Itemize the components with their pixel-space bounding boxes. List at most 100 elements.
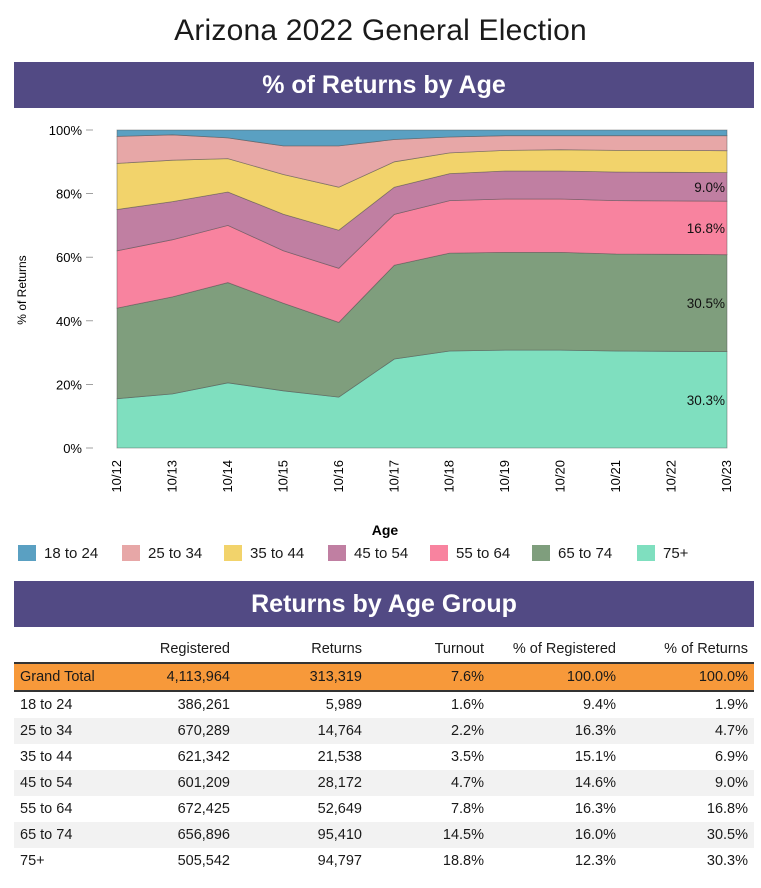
cell-returns: 14,764 [236, 718, 368, 744]
y-axis-ticks: 0% 20% 40% 60% 80% 100% [49, 123, 93, 456]
y-tick-label: 60% [56, 250, 82, 265]
legend-swatch [328, 545, 346, 561]
legend-swatch [122, 545, 140, 561]
cell-turnout: 4.7% [368, 770, 490, 796]
column-header-pct-returns: % of Returns [664, 641, 748, 657]
x-tick-label: 10/14 [220, 460, 235, 493]
table-row: 55 to 64 672,425 52,649 7.8% 16.3% 16.8% [14, 796, 754, 822]
y-axis-label: % of Returns [15, 255, 29, 324]
x-tick-label: 10/18 [442, 460, 457, 493]
legend-label: 65 to 74 [558, 544, 613, 562]
cell-pct-returns: 30.3% [706, 853, 748, 869]
cell-pct-registered: 9.4% [582, 697, 616, 713]
legend-swatch [18, 545, 36, 561]
y-tick-label: 100% [49, 123, 83, 138]
cell-turnout: 7.6% [368, 662, 490, 692]
column-header-returns: Returns [311, 641, 362, 657]
table-header-row: Registered Returns Turnout % of Register… [14, 636, 754, 663]
column-header-pct-registered: % of Registered [512, 641, 616, 657]
cell-registered: 670,289 [114, 718, 236, 744]
data-label: 30.3% [687, 393, 725, 408]
cell-group: 75+ [20, 853, 45, 869]
x-tick-label: 10/19 [497, 460, 512, 493]
cell-registered: 672,425 [177, 801, 230, 817]
table-row: 45 to 54 601,209 28,172 4.7% 14.6% 9.0% [14, 770, 754, 796]
area-layers [116, 129, 728, 449]
x-axis-ticks: 10/12 10/13 10/14 10/15 10/16 10/17 10/18 10/19… [109, 460, 734, 493]
legend-item: 55 to 64 [430, 543, 510, 563]
legend-label: 55 to 64 [456, 544, 511, 562]
table-section-banner: Returns by Age Group [14, 581, 754, 627]
cell-returns: 52,649 [317, 801, 362, 817]
cell-returns: 28,172 [236, 770, 368, 796]
legend-item: 25 to 34 [122, 543, 202, 563]
legend-label: 45 to 54 [354, 544, 409, 562]
cell-returns: 21,538 [317, 749, 362, 765]
y-tick-label: 20% [56, 377, 82, 392]
x-tick-label: 10/21 [608, 460, 623, 493]
data-annotations: 9.0% 16.8% 30.5% 30.3% [687, 180, 725, 408]
chart-legend: 18 to 24 25 to 34 35 to 44 45 to 54 55 to 64… [18, 543, 758, 567]
legend-item: 18 to 24 [18, 543, 98, 563]
legend-swatch [532, 545, 550, 561]
cell-turnout: 18.8% [442, 853, 484, 869]
grand-total-row: Grand Total 4,113,964 313,319 7.6% 100.0… [14, 662, 754, 692]
legend-label: 35 to 44 [250, 544, 305, 562]
cell-returns: 94,797 [317, 853, 362, 869]
cell-pct-registered: 14.6% [490, 770, 622, 796]
cell-registered: 621,342 [177, 749, 230, 765]
cell-registered: 656,896 [114, 822, 236, 848]
cell-registered: 601,209 [114, 770, 236, 796]
returns-table: Registered Returns Turnout % of Register… [14, 636, 754, 874]
cell-pct-registered: 16.0% [490, 822, 622, 848]
cell-group: 65 to 74 [14, 822, 114, 848]
legend-item: 35 to 44 [224, 543, 304, 563]
cell-turnout: 1.6% [450, 697, 484, 713]
x-tick-label: 10/13 [164, 460, 179, 493]
cell-registered: 386,261 [177, 697, 230, 713]
cell-pct-registered: 16.3% [490, 718, 622, 744]
cell-pct-registered: 16.3% [574, 801, 616, 817]
area-18-to-24 [116, 129, 728, 147]
x-tick-label: 10/17 [386, 460, 401, 493]
cell-returns: 95,410 [236, 822, 368, 848]
cell-group: 25 to 34 [14, 718, 114, 744]
x-tick-label: 10/12 [109, 460, 124, 493]
legend-item: 65 to 74 [532, 543, 612, 563]
cell-group: 35 to 44 [20, 749, 73, 765]
cell-pct-registered: 15.1% [574, 749, 616, 765]
cell-pct-returns: 4.7% [622, 718, 754, 744]
table-row: 25 to 34 670,289 14,764 2.2% 16.3% 4.7% [14, 718, 754, 744]
y-tick-label: 0% [63, 441, 82, 456]
legend-swatch [430, 545, 448, 561]
legend-label: 75+ [663, 544, 689, 562]
cell-pct-registered: 100.0% [490, 662, 622, 692]
legend-item: 45 to 54 [328, 543, 408, 563]
page-title: Arizona 2022 General Election [174, 14, 587, 47]
x-tick-label: 10/15 [275, 460, 290, 493]
legend-item: 75+ [637, 543, 688, 563]
data-label: 30.5% [687, 296, 725, 311]
chart-section-banner: % of Returns by Age [14, 62, 754, 108]
y-tick-label: 80% [56, 187, 82, 202]
cell-pct-registered: 12.3% [574, 853, 616, 869]
legend-label: 25 to 34 [148, 544, 203, 562]
x-tick-label: 10/16 [331, 460, 346, 493]
column-header-turnout: Turnout [434, 641, 484, 657]
column-header-group [14, 636, 114, 663]
cell-turnout: 7.8% [450, 801, 484, 817]
cell-pct-returns: 9.0% [622, 770, 754, 796]
table-row: 35 to 44 621,342 21,538 3.5% 15.1% 6.9% [14, 744, 754, 770]
data-label: 16.8% [687, 221, 725, 236]
cell-group: 55 to 64 [20, 801, 73, 817]
cell-registered: 4,113,964 [114, 662, 236, 692]
legend-swatch [637, 545, 655, 561]
cell-turnout: 2.2% [368, 718, 490, 744]
x-tick-label: 10/22 [664, 460, 679, 493]
cell-pct-returns: 16.8% [706, 801, 748, 817]
legend-label: 18 to 24 [44, 544, 99, 562]
cell-pct-returns: 100.0% [622, 662, 754, 692]
x-tick-label: 10/20 [553, 460, 568, 493]
cell-group: Grand Total [14, 662, 114, 692]
cell-returns: 5,989 [325, 697, 362, 713]
